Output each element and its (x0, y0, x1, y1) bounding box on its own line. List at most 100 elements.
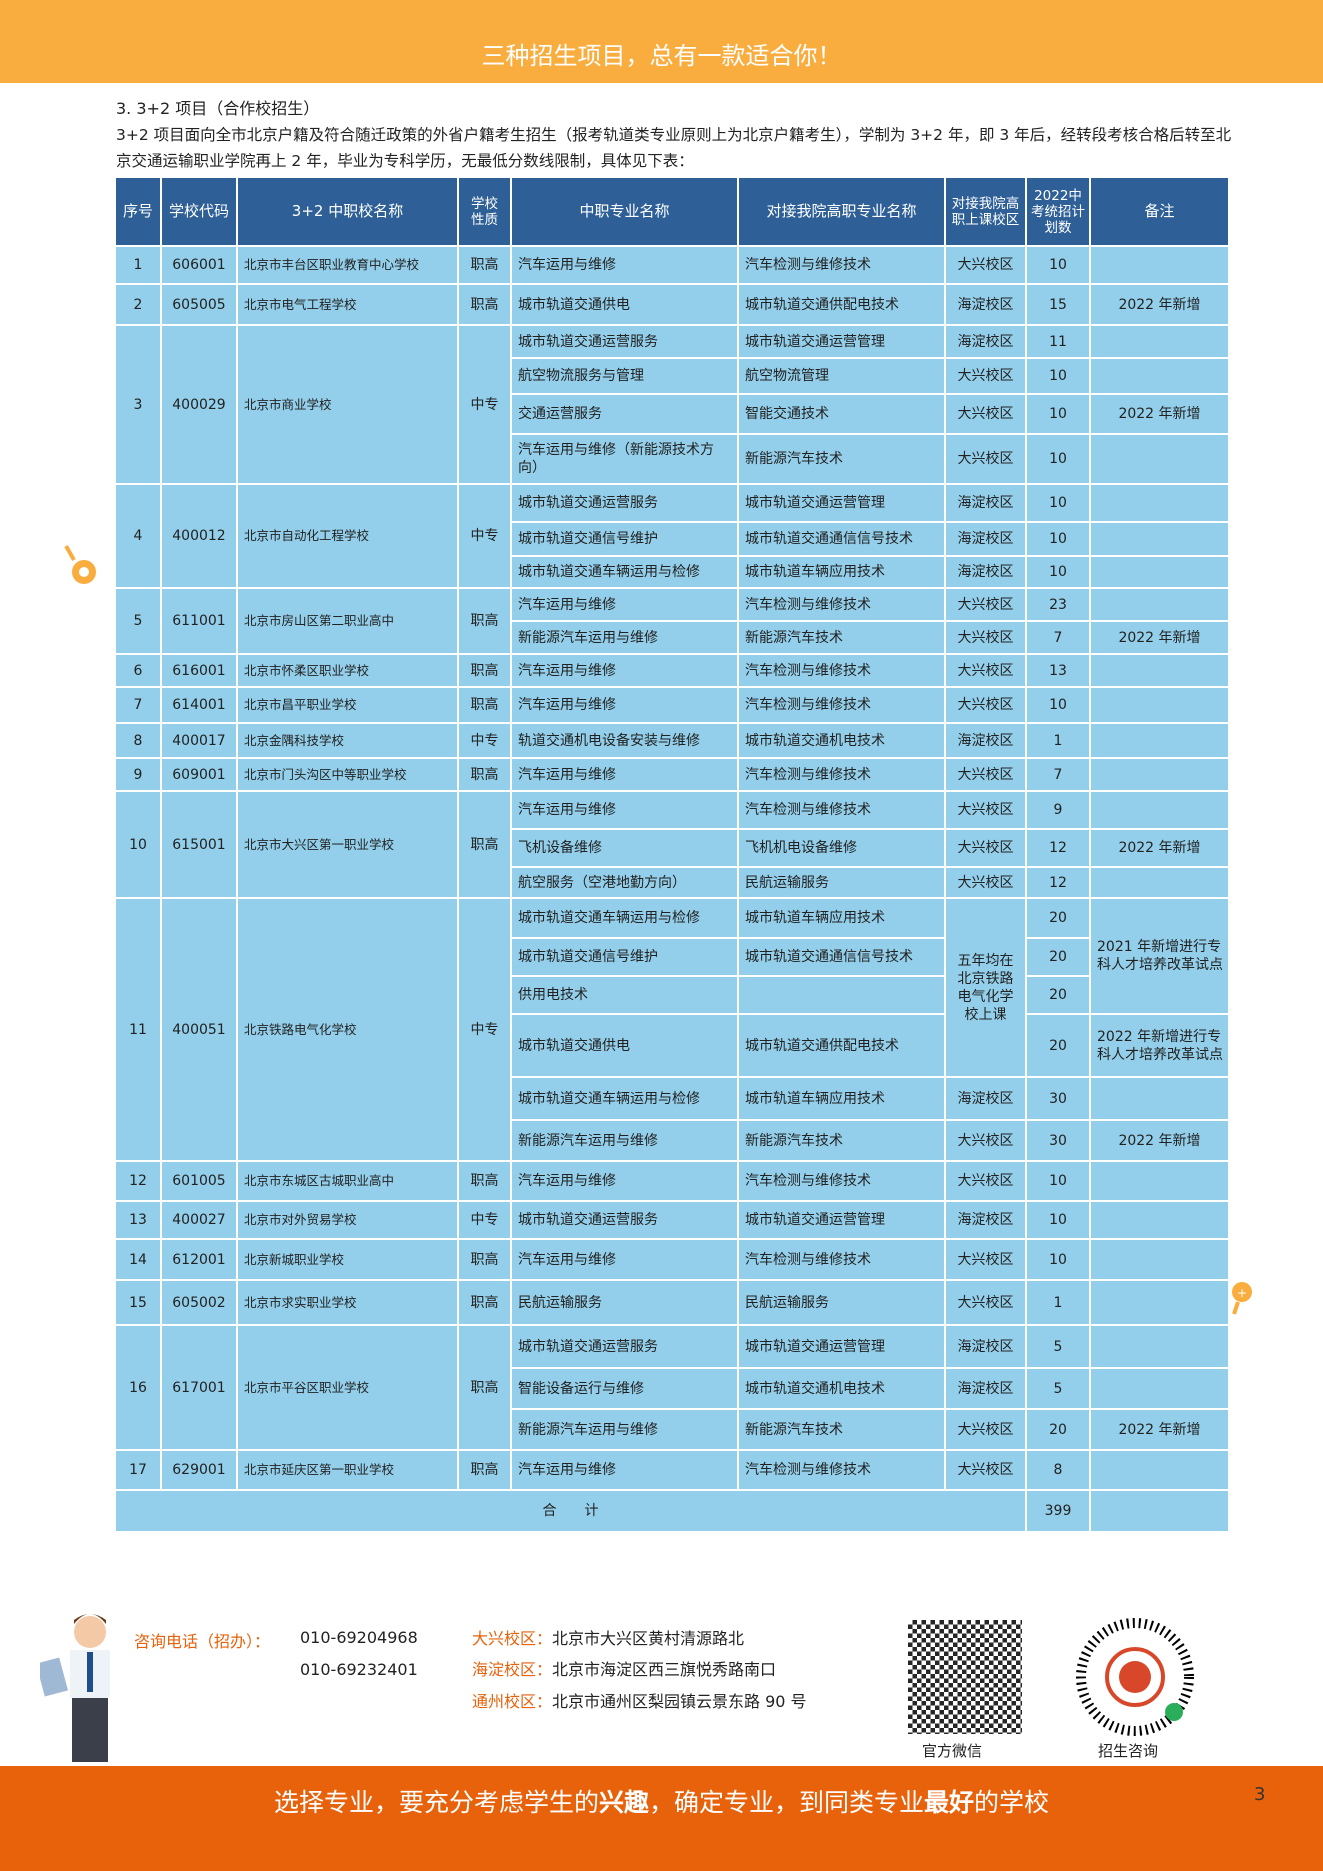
mini-program-code[interactable] (1076, 1618, 1194, 1740)
plan-count: 15 (1027, 285, 1089, 324)
plan-count: 20 (1027, 977, 1089, 1013)
remark (1091, 1240, 1228, 1279)
major-name: 轨道交通机电设备安装与维修 (512, 724, 737, 757)
school-type: 职高 (459, 1240, 510, 1279)
major-name: 城市轨道交通供电 (512, 285, 737, 324)
plan-count: 30 (1027, 1078, 1089, 1119)
slogan-text: 的学校 (974, 1788, 1050, 1817)
table-row: 新能源汽车运用与维修 新能源汽车技术 大兴校区 30 2022 年新增 (116, 1121, 1228, 1160)
plan-count: 10 (1027, 1240, 1089, 1279)
campus: 海淀校区 (946, 557, 1025, 587)
phone-number: 010-69232401 (300, 1660, 418, 1679)
target-major: 汽车检测与维修技术 (739, 792, 944, 828)
table-row: 航空物流服务与管理 航空物流管理 大兴校区 10 (116, 359, 1228, 393)
campus: 大兴校区 (946, 868, 1025, 897)
slogan-text: ，确定专业，到同类专业 (648, 1788, 924, 1817)
school-type: 职高 (459, 792, 510, 897)
remark (1091, 485, 1228, 521)
target-major: 新能源汽车技术 (739, 1410, 944, 1449)
plan-count: 23 (1027, 589, 1089, 620)
top-banner: 三种招生项目，总有一款适合你！ (0, 0, 1323, 83)
target-major: 城市轨道交通运营管理 (739, 1202, 944, 1238)
school-type: 中专 (459, 899, 510, 1160)
major-name: 汽车运用与维修 (512, 1451, 737, 1489)
plan-count: 10 (1027, 359, 1089, 393)
major-name: 汽车运用与维修 (512, 1240, 737, 1279)
column-header: 3+2 中职校名称 (238, 178, 457, 245)
wechat-qr-code[interactable] (908, 1620, 1022, 1734)
school-name: 北京市对外贸易学校 (238, 1202, 457, 1238)
school-name: 北京市丰台区职业教育中心学校 (238, 247, 457, 283)
campus: 海淀校区 (946, 1202, 1025, 1238)
campus-address: 北京市海淀区西三旗悦秀路南口 (552, 1660, 777, 1679)
table-row: 交通运营服务 智能交通技术 大兴校区 10 2022 年新增 (116, 395, 1228, 433)
table-row: 11 400051 北京铁路电气化学校 中专 城市轨道交通车辆运用与检修 城市轨道车辆应用… (116, 899, 1228, 1160)
plan-count: 13 (1027, 655, 1089, 686)
school-type: 职高 (459, 688, 510, 722)
target-major: 城市轨道交通机电技术 (739, 724, 944, 757)
remark (1091, 557, 1228, 587)
table-row: 城市轨道交通信号维护 城市轨道交通通信信号技术 20 (116, 939, 1228, 975)
major-name: 新能源汽车运用与维修 (512, 1121, 737, 1160)
plan-count: 7 (1027, 622, 1089, 653)
column-header: 对接我院高职专业名称 (739, 178, 944, 245)
major-name: 交通运营服务 (512, 395, 737, 433)
campus: 大兴校区 (946, 1451, 1025, 1489)
school-code: 612001 (162, 1240, 236, 1279)
plan-count: 7 (1027, 759, 1089, 790)
table-row: 8 400017 北京金隅科技学校 中专 轨道交通机电设备安装与维修 城市轨道交通机电技术… (116, 724, 1228, 757)
table-row: 供用电技术 20 (116, 977, 1228, 1013)
remark: 2022 年新增 (1091, 395, 1228, 433)
major-name: 城市轨道交通运营服务 (512, 485, 737, 521)
plan-count: 11 (1027, 326, 1089, 357)
major-name: 汽车运用与维修 (512, 759, 737, 790)
remark (1091, 435, 1228, 483)
campus: 大兴校区 (946, 688, 1025, 722)
target-major: 城市轨道交通运营管理 (739, 485, 944, 521)
row-number: 17 (116, 1451, 160, 1489)
plan-count: 8 (1027, 1451, 1089, 1489)
plan-count: 1 (1027, 724, 1089, 757)
school-type: 中专 (459, 485, 510, 587)
table-row: 航空服务（空港地勤方向） 民航运输服务 大兴校区 12 (116, 868, 1228, 897)
remark (1091, 589, 1228, 620)
school-code: 606001 (162, 247, 236, 283)
target-major: 城市轨道车辆应用技术 (739, 899, 944, 937)
school-code: 400029 (162, 326, 236, 483)
campus: 海淀校区 (946, 1326, 1025, 1367)
table-row: 14 612001 北京新城职业学校 职高 汽车运用与维修 汽车检测与维修技术 大兴校区 10 (116, 1240, 1228, 1279)
campus: 海淀校区 (946, 724, 1025, 757)
table-row: 城市轨道交通车辆运用与检修 城市轨道车辆应用技术 海淀校区 30 (116, 1078, 1228, 1119)
row-number: 5 (116, 589, 160, 653)
major-name: 城市轨道交通车辆运用与检修 (512, 899, 737, 937)
table-row: 16 617001 北京市平谷区职业学校 职高 城市轨道交通运营服务 城市轨道交通运营管理… (116, 1326, 1228, 1449)
column-header: 对接我院高职上课校区 (946, 178, 1025, 245)
table-row: 2 605005 北京市电气工程学校 职高 城市轨道交通供电 城市轨道交通供配电技术 海淀校… (116, 285, 1228, 324)
campus: 大兴校区 (946, 655, 1025, 686)
plan-count: 10 (1027, 247, 1089, 283)
campus: 海淀校区 (946, 326, 1025, 357)
campus: 海淀校区 (946, 285, 1025, 324)
target-major: 城市轨道交通机电技术 (739, 1369, 944, 1408)
remark (1091, 792, 1228, 828)
school-type: 职高 (459, 1451, 510, 1489)
plan-count: 9 (1027, 792, 1089, 828)
school-code: 605002 (162, 1281, 236, 1324)
remark: 2021 年新增进行专科人才培养改革试点 (1091, 899, 1228, 1013)
major-name: 城市轨道交通运营服务 (512, 1326, 737, 1367)
column-header: 2022中考统招计划数 (1027, 178, 1089, 245)
school-code: 614001 (162, 688, 236, 722)
campus: 大兴校区 (946, 1410, 1025, 1449)
school-name: 北京市昌平职业学校 (238, 688, 457, 722)
major-name: 新能源汽车运用与维修 (512, 622, 737, 653)
campus-label: 大兴校区： (472, 1629, 553, 1648)
major-name: 民航运输服务 (512, 1281, 737, 1324)
row-number: 7 (116, 688, 160, 722)
table-row: 4 400012 北京市自动化工程学校 中专 城市轨道交通运营服务 城市轨道交通运营管理海… (116, 485, 1228, 587)
target-major: 城市轨道交通通信信号技术 (739, 939, 944, 975)
table-row: 12 601005 北京市东城区古城职业高中 职高 汽车运用与维修 汽车检测与维修技术 大兴… (116, 1162, 1228, 1200)
plan-count: 5 (1027, 1326, 1089, 1367)
table-row: 3 400029 北京市商业学校 中专 城市轨道交通运营服务 城市轨道交通运营管理 海淀校区… (116, 326, 1228, 483)
slogan-emphasis: 最好 (924, 1788, 975, 1817)
column-header: 学校性质 (459, 178, 510, 245)
